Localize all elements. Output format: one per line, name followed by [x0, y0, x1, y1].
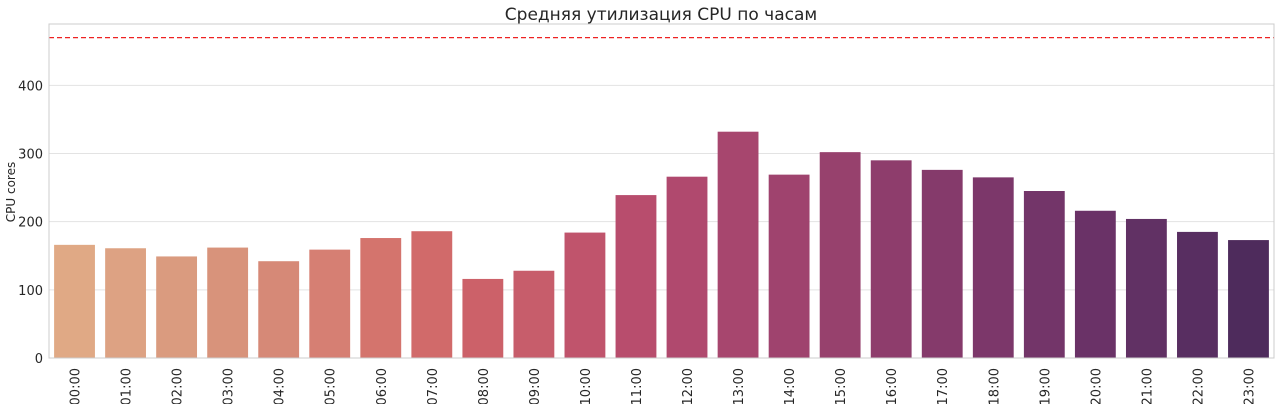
x-tick-label: 08:00 [477, 368, 492, 404]
y-tick-label: 300 [18, 148, 43, 163]
bar-2000 [1074, 210, 1116, 358]
bar-2200 [1177, 231, 1218, 358]
x-tick-label: 18:00 [987, 368, 1002, 404]
y-tick-label: 100 [18, 284, 43, 299]
chart-title: Средняя утилизация CPU по часам [505, 5, 817, 25]
bar-1400 [768, 174, 810, 358]
x-tick-label: 13:00 [732, 368, 747, 404]
bar-1200 [666, 176, 708, 358]
y-axis-label: CPU cores [4, 162, 18, 222]
x-tick-label: 07:00 [426, 368, 441, 404]
y-tick-label: 400 [18, 79, 43, 94]
x-tick-label: 23:00 [1242, 368, 1257, 404]
bar-1100 [615, 195, 657, 358]
bar-1800 [972, 177, 1014, 358]
plot-frame [48, 23, 1275, 359]
bar-1300 [717, 131, 759, 358]
bar-1900 [1023, 191, 1065, 358]
bar-0300 [207, 247, 249, 358]
bar-2100 [1125, 218, 1167, 358]
x-tick-label: 14:00 [783, 368, 798, 404]
x-ticks: 00:00 01:00 02:00 03:00 04:00 05:00 06:00 07:00… [69, 368, 1258, 404]
x-tick-label: 06:00 [375, 368, 390, 404]
x-tick-label: 05:00 [324, 368, 339, 404]
bar-0200 [156, 256, 198, 358]
bars [54, 131, 1269, 358]
y-ticks: 0 100 200 300 400 [18, 79, 43, 367]
bar-0800 [462, 278, 504, 358]
x-tick-label: 20:00 [1089, 368, 1104, 404]
bar-0100 [105, 248, 146, 358]
x-tick-label: 16:00 [885, 368, 900, 404]
bar-1500 [819, 152, 861, 358]
x-tick-label: 22:00 [1191, 368, 1206, 404]
bar-1000 [564, 232, 606, 358]
y-tick-label: 0 [35, 352, 43, 367]
x-tick-label: 04:00 [273, 368, 288, 404]
x-tick-label: 09:00 [528, 368, 543, 404]
bar-0500 [309, 249, 351, 358]
x-tick-label: 02:00 [171, 368, 186, 404]
bar-0000 [54, 244, 95, 358]
x-tick-label: 10:00 [579, 368, 594, 404]
x-tick-label: 19:00 [1038, 368, 1053, 404]
bar-0700 [411, 231, 453, 358]
y-tick-label: 200 [18, 216, 43, 231]
x-tick-label: 12:00 [681, 368, 696, 404]
bar-0600 [360, 238, 402, 358]
x-tick-label: 01:00 [120, 368, 135, 404]
bar-1600 [870, 160, 912, 358]
x-tick-label: 17:00 [936, 368, 951, 404]
x-tick-label: 00:00 [69, 368, 84, 404]
bar-1700 [921, 169, 963, 358]
bar-0400 [258, 261, 300, 358]
bar-2300 [1228, 240, 1269, 358]
x-tick-label: 03:00 [222, 368, 237, 404]
x-tick-label: 15:00 [834, 368, 849, 404]
x-tick-label: 11:00 [630, 368, 645, 404]
x-tick-label: 21:00 [1140, 368, 1155, 404]
bar-0900 [513, 270, 555, 358]
